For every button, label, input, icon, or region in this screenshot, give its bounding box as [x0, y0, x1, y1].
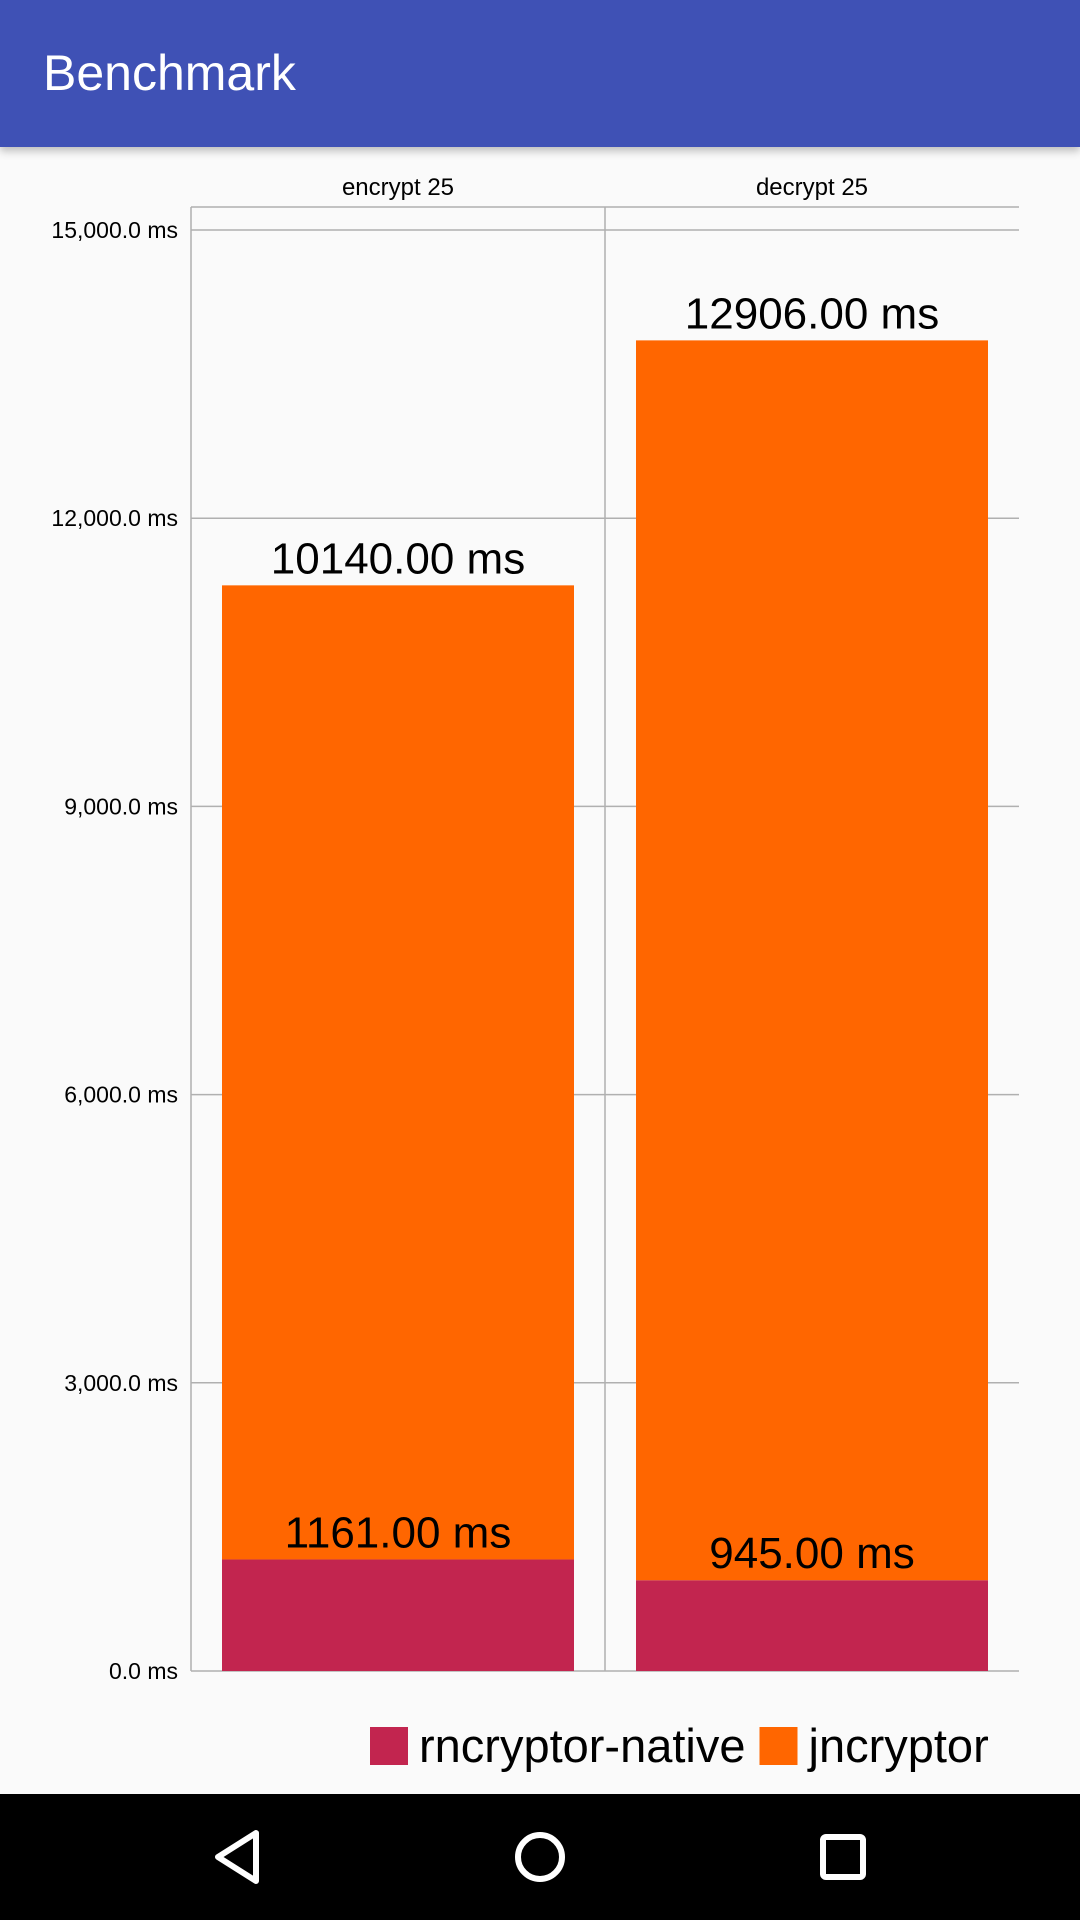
- y-axis-ticks: 0.0 ms 3,000.0 ms 6,000.0 ms 9,000.0 ms 12,0…: [51, 217, 178, 1684]
- bar-jncryptor-0: [222, 585, 574, 1560]
- legend-label: rncryptor-native: [419, 1719, 746, 1772]
- home-button[interactable]: [450, 1794, 630, 1920]
- legend: rncryptor-native jncryptor: [370, 1719, 989, 1772]
- y-tick-label: 0.0 ms: [109, 1658, 178, 1684]
- recents-button[interactable]: [753, 1794, 933, 1920]
- back-button[interactable]: [148, 1794, 328, 1920]
- category-label: encrypt 25: [342, 174, 454, 201]
- data-label: 10140.00 ms: [271, 534, 525, 583]
- home-icon: [515, 1832, 565, 1882]
- stacked-bar-chart: 0.0 ms 3,000.0 ms 6,000.0 ms 9,000.0 ms 12,0…: [51, 174, 1019, 1772]
- data-label: 1161.00 ms: [285, 1508, 512, 1557]
- data-label: 12906.00 ms: [685, 289, 939, 338]
- category-labels: encrypt 25 decrypt 25: [342, 174, 868, 201]
- app-bar: Benchmark: [0, 0, 1080, 147]
- y-tick-label: 6,000.0 ms: [64, 1082, 178, 1108]
- bar-rncryptor-native-1: [636, 1580, 988, 1671]
- y-tick-label: 12,000.0 ms: [51, 505, 178, 531]
- legend-swatch: [759, 1727, 798, 1765]
- legend-swatch: [370, 1727, 408, 1765]
- bar-rncryptor-native-0: [222, 1559, 574, 1671]
- y-tick-label: 9,000.0 ms: [64, 793, 178, 819]
- legend-label: jncryptor: [807, 1719, 989, 1772]
- recents-icon: [820, 1834, 866, 1880]
- back-icon: [215, 1830, 259, 1884]
- y-tick-label: 15,000.0 ms: [51, 217, 178, 243]
- bar-jncryptor-1: [636, 340, 988, 1581]
- app-title: Benchmark: [43, 45, 296, 101]
- data-label: 945.00 ms: [709, 1529, 914, 1578]
- navigation-bar: [0, 1794, 1080, 1920]
- category-label: decrypt 25: [756, 174, 868, 201]
- y-tick-label: 3,000.0 ms: [64, 1370, 178, 1396]
- value-labels: 1161.00 ms 10140.00 ms 945.00 ms 12906.00 m…: [271, 289, 939, 1578]
- bars: [222, 340, 988, 1671]
